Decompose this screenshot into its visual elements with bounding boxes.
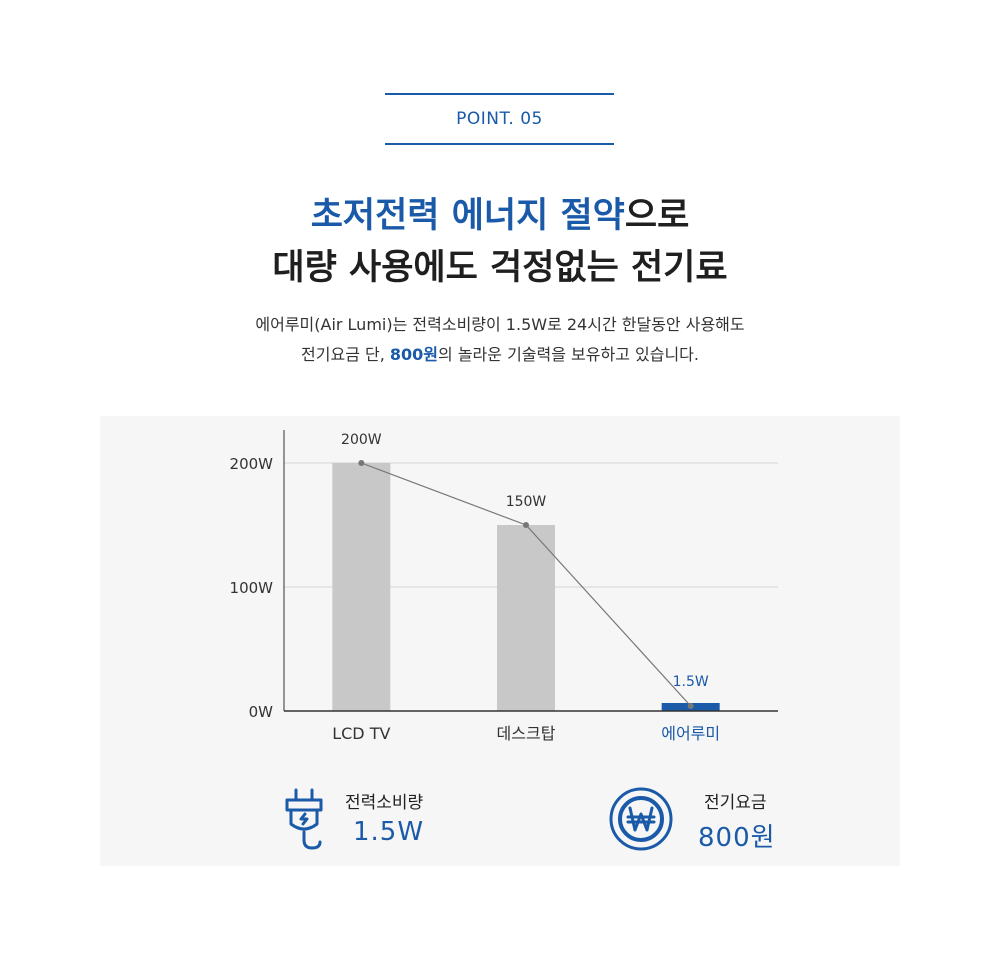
description-accent: 800원 bbox=[389, 345, 439, 364]
plug-icon bbox=[282, 786, 328, 860]
headline: 초저전력 에너지 절약으로 대량 사용에도 걱정없는 전기료 bbox=[0, 190, 1000, 294]
data-label: 200W bbox=[341, 432, 382, 448]
power-chart: 0W 100W 200W LCD TV 데스크탑 에어루미 200W 150W 1.5W bbox=[230, 430, 778, 743]
headline-accent: 초저전력 에너지 절약 bbox=[310, 196, 625, 236]
data-point bbox=[523, 522, 529, 528]
description: 에어루미(Air Lumi)는 전력소비량이 1.5W로 24시간 한달동안 사… bbox=[0, 310, 1000, 370]
x-tick-label: 데스크탑 bbox=[497, 724, 556, 743]
data-label: 150W bbox=[506, 494, 547, 510]
point-label: POINT. 05 bbox=[456, 109, 543, 129]
stat-fee-value: 800원 bbox=[698, 823, 776, 853]
description-line1: 에어루미(Air Lumi)는 전력소비량이 1.5W로 24시간 한달동안 사… bbox=[255, 315, 745, 334]
x-tick-label: 에어루미 bbox=[661, 724, 720, 743]
data-point bbox=[358, 460, 365, 466]
point-header: POINT. 05 bbox=[385, 93, 614, 145]
headline-line2: 대량 사용에도 걱정없는 전기료 bbox=[272, 248, 728, 288]
chart-panel: 0W 100W 200W LCD TV 데스크탑 에어루미 200W 150W 1.5W 전력소… bbox=[100, 416, 900, 866]
data-point bbox=[687, 703, 694, 709]
y-tick-label: 100W bbox=[230, 579, 274, 597]
x-tick-label: LCD TV bbox=[332, 724, 390, 743]
bar bbox=[332, 463, 391, 711]
stat-fee-label: 전기요금 bbox=[704, 793, 767, 813]
description-line2: 전기요금 단, 800원의 놀라운 기술력을 보유하고 있습니다. bbox=[0, 340, 1000, 370]
headline-line1-rest: 으로 bbox=[624, 196, 690, 236]
description-line2-before: 전기요금 단, bbox=[301, 345, 390, 364]
won-icon bbox=[608, 786, 674, 856]
y-tick-label: 200W bbox=[230, 455, 274, 473]
description-line2-after: 의 놀라운 기술력을 보유하고 있습니다. bbox=[438, 345, 699, 364]
stat-power-label: 전력소비량 bbox=[345, 793, 424, 813]
stat-power-value: 1.5W bbox=[353, 817, 425, 847]
headline-line1: 초저전력 에너지 절약으로 bbox=[0, 190, 1000, 242]
y-tick-label: 0W bbox=[249, 703, 274, 721]
data-label: 1.5W bbox=[673, 674, 709, 690]
bar bbox=[497, 525, 555, 711]
